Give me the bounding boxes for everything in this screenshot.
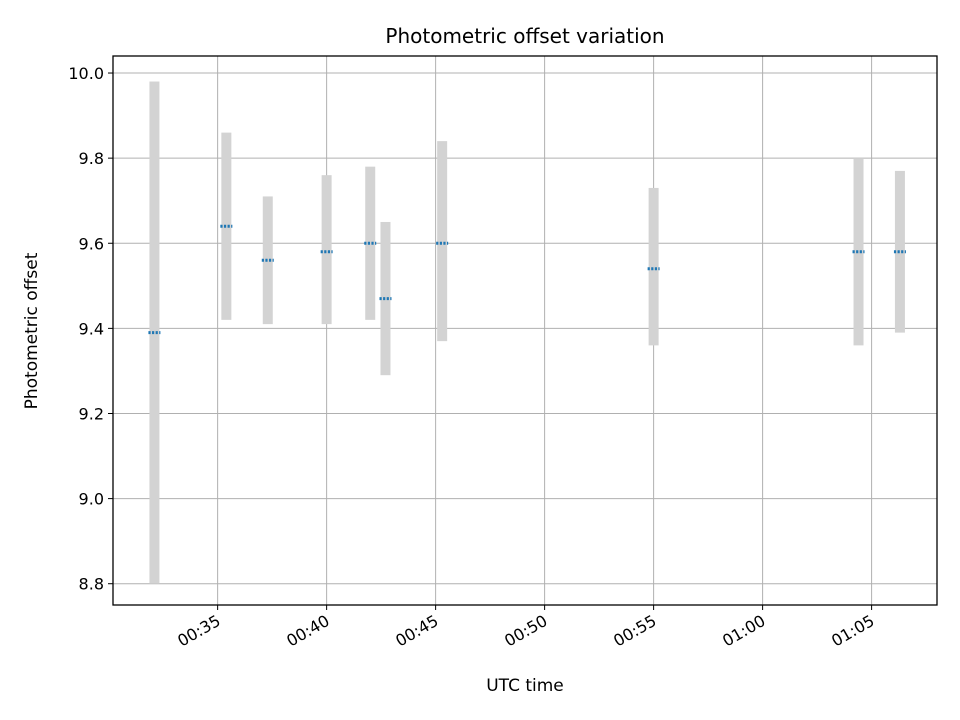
x-tick-label: 00:35 [174, 611, 223, 651]
y-tick-label: 8.8 [79, 575, 104, 594]
plot-frame [112, 55, 938, 606]
errorbar [853, 158, 864, 346]
y-tick-label: 9.4 [79, 319, 104, 338]
x-tick-label: 00:45 [392, 611, 441, 651]
x-tick-label: 01:00 [719, 611, 768, 651]
x-tick-label: 00:40 [283, 611, 332, 651]
y-tick-label: 10.0 [68, 64, 104, 83]
x-tick-label: 01:05 [828, 611, 877, 651]
y-tick-label: 9.0 [79, 490, 104, 509]
errorbars [149, 81, 905, 584]
errorbar [149, 81, 160, 584]
y-tick-label: 9.6 [79, 234, 104, 253]
errorbar [221, 132, 232, 320]
errorbar [894, 170, 905, 333]
y-tick-label: 9.8 [79, 149, 104, 168]
grid [113, 56, 937, 605]
x-axis: 00:35 00:40 00:45 00:50 00:55 01:00 01:05 [174, 605, 878, 651]
markers [148, 224, 906, 335]
y-tick-label: 9.2 [79, 404, 104, 423]
x-tick-label: 00:50 [501, 611, 550, 651]
y-axis: 8.8 9.0 9.2 9.4 9.6 9.8 10.0 [68, 64, 113, 594]
errorbar [648, 187, 659, 346]
errorbar [262, 196, 273, 325]
errorbar [321, 175, 332, 325]
x-axis-label: UTC time [486, 676, 564, 696]
y-axis-label: Photometric offset [22, 252, 42, 409]
errorbar [380, 221, 391, 376]
x-tick-label: 00:55 [610, 611, 659, 651]
errorbar [437, 141, 448, 342]
errorbar [365, 166, 376, 320]
chart-title: Photometric offset variation [385, 24, 664, 48]
